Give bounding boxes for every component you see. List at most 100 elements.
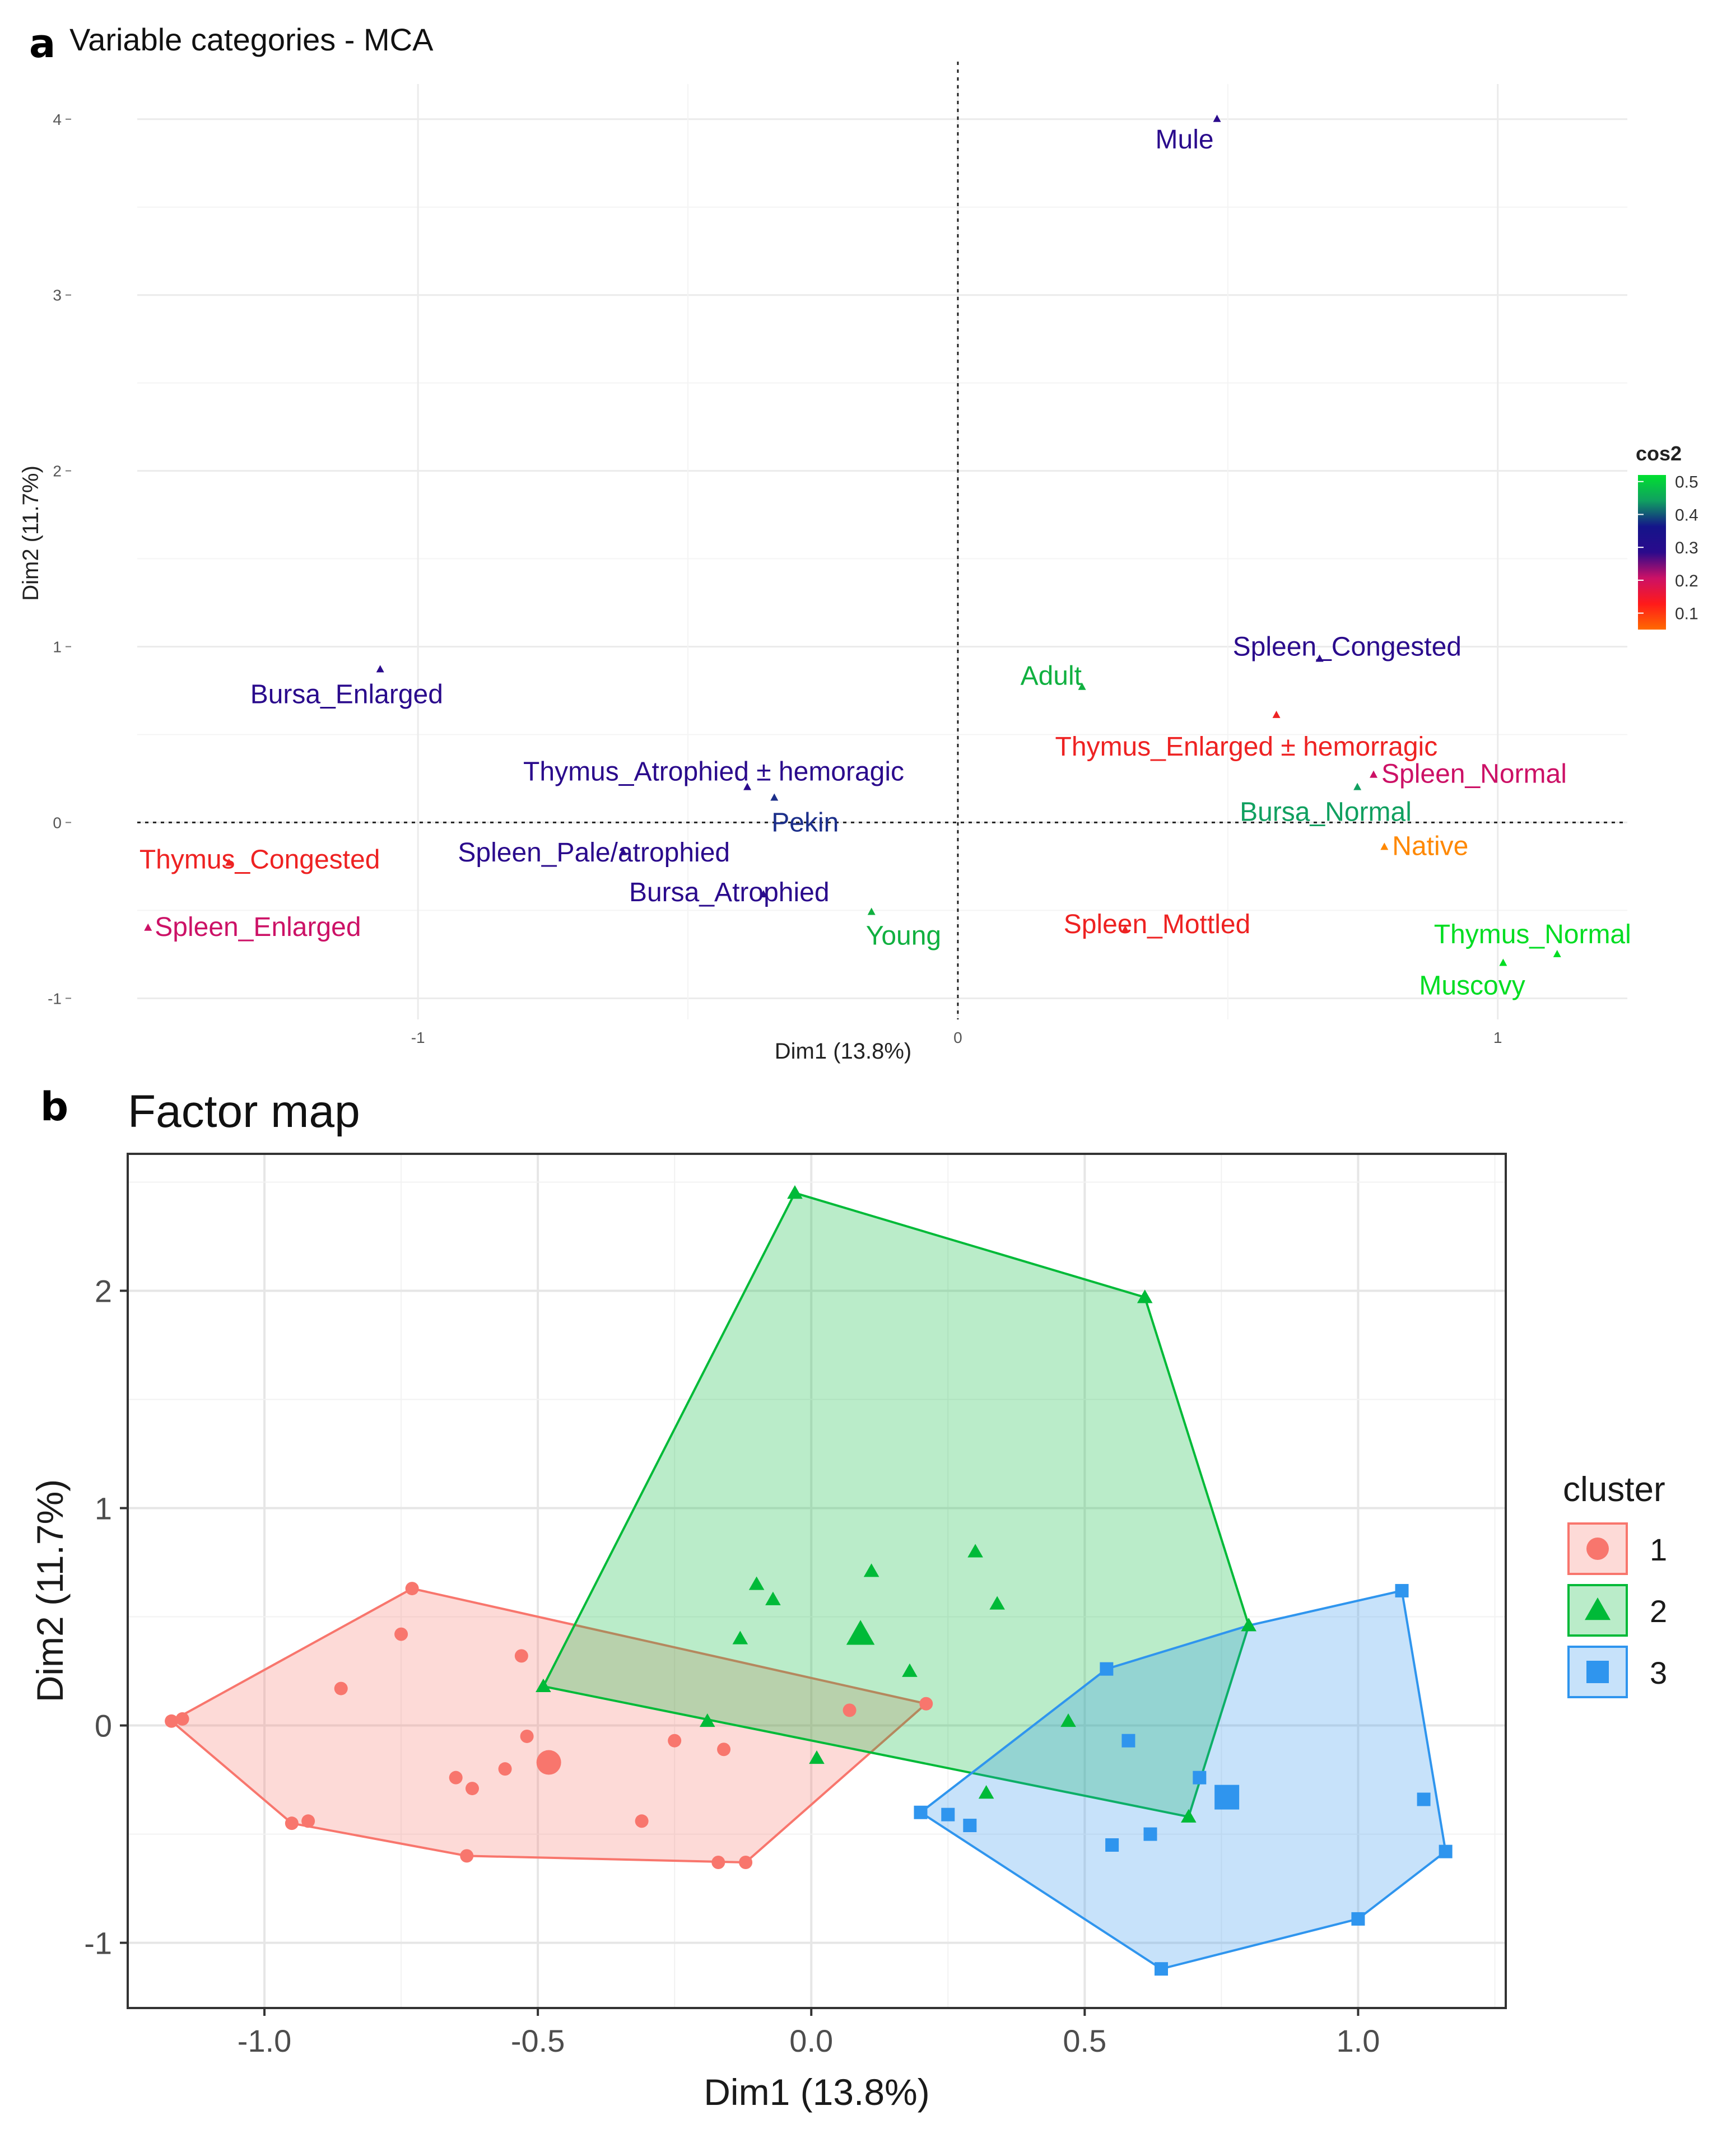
cluster-2-point <box>787 1185 803 1199</box>
cluster-1-point <box>668 1734 682 1748</box>
mca-point-bursa-enlarged <box>376 665 384 673</box>
cluster-2-point <box>1060 1713 1076 1727</box>
cluster-1-point <box>165 1714 179 1728</box>
panel-a-title: Variable categories - MCA <box>69 22 434 57</box>
cluster-2-point <box>967 1544 983 1558</box>
cluster-legend-item-1: 1 <box>1567 1522 1667 1575</box>
cluster-1-point <box>175 1712 189 1726</box>
panel-a-grid <box>137 84 1627 1019</box>
cos2-legend-title: cos2 <box>1636 442 1682 465</box>
cluster-2-point <box>732 1630 748 1644</box>
cluster-2-point <box>809 1750 825 1764</box>
cluster-3-point <box>1121 1734 1135 1748</box>
cluster-1-point <box>301 1814 315 1828</box>
mca-label-spleen-pale-atrophied: Spleen_Pale/atrophied <box>458 838 730 868</box>
cluster-2-point <box>1241 1618 1256 1632</box>
panel-b-title: Factor map <box>128 1086 360 1137</box>
cluster-3-hull <box>919 1589 1447 1970</box>
panel-a-y-tick-label: 2 <box>53 463 62 480</box>
mca-point-thymus-congested <box>225 858 233 866</box>
cos2-legend-ticks: 0.5 0.4 0.3 0.2 0.1 <box>1638 473 1698 623</box>
cluster-3-point <box>1395 1583 1409 1597</box>
panel-a-x-tick-label: -1 <box>411 1029 425 1046</box>
cluster-3-point <box>1351 1912 1365 1926</box>
mca-point-spleen-mottled <box>1121 925 1129 933</box>
cluster-1-point <box>466 1782 479 1796</box>
cluster-legend-symbol-2 <box>1585 1597 1611 1620</box>
panel-a-x-tick-label: 0 <box>953 1029 962 1046</box>
cluster-1-point <box>285 1816 299 1830</box>
panel-a-y-axis-title: Dim2 (11.7%) <box>18 465 43 601</box>
cluster-2-point <box>536 1678 551 1693</box>
cluster-legend-label-2: 2 <box>1650 1594 1667 1629</box>
cluster-1-point <box>394 1627 408 1641</box>
mca-point-thymus-atrophied-hemoragic <box>743 782 752 790</box>
cluster-2-point <box>978 1785 994 1799</box>
panel-b-x-tick-label: 0.0 <box>789 2023 833 2058</box>
panel-letter-a: a <box>29 21 55 67</box>
panel-b-y-tick-label: 0 <box>95 1708 112 1744</box>
panel-b-y-axis-title: Dim2 (11.7%) <box>29 1479 71 1703</box>
cluster-1-point <box>498 1762 512 1776</box>
panel-a-y-tick-label: 3 <box>53 287 62 304</box>
panel-a-y-tick-label: 0 <box>53 814 62 831</box>
panel-b-grid <box>127 1154 1506 2008</box>
mca-point-thymus-enlarged-hemorragic <box>1272 710 1281 718</box>
cluster-3-point <box>1417 1792 1431 1806</box>
cluster-3-point <box>1143 1827 1157 1841</box>
mca-label-pekin: Pekin <box>771 808 839 837</box>
mca-point-native <box>1380 842 1389 850</box>
cluster-3-point <box>1100 1662 1114 1676</box>
panel-letter-b: b <box>40 1084 68 1130</box>
cluster-2-point <box>902 1663 918 1677</box>
cos2-tick-label: 0.4 <box>1675 506 1698 524</box>
mca-point-spleen-pale-atrophied <box>619 847 627 855</box>
cluster-3-centroid <box>1214 1785 1240 1810</box>
mca-label-thymus-enlarged-hemorragic: Thymus_Enlarged ± hemorragic <box>1055 732 1438 762</box>
cluster-legend-label-3: 3 <box>1650 1655 1667 1690</box>
panel-b-cluster-points <box>165 1185 1453 1976</box>
panel-a-cos2-legend: cos2 0.5 0.4 0.3 0.2 0.1 <box>1636 442 1698 630</box>
cos2-tick-label: 0.5 <box>1675 473 1698 492</box>
cluster-1-point <box>460 1849 474 1863</box>
cluster-legend-item-2: 2 <box>1567 1584 1667 1637</box>
panel-a-reference-lines <box>137 62 1627 1019</box>
panel-b-cluster-legend: cluster 1 2 3 <box>1563 1470 1667 1698</box>
mca-point-spleen-normal <box>1370 770 1378 778</box>
panel-a-x-tick-label: 1 <box>1493 1029 1502 1046</box>
panel-a-y-tick-label: 4 <box>53 111 62 128</box>
cluster-2-point <box>863 1563 879 1577</box>
panel-b-plot-border <box>127 1153 1507 2009</box>
cluster-1-point <box>334 1681 348 1695</box>
panel-b-x-tick-label: 1.0 <box>1336 2023 1380 2058</box>
cluster-1-centroid <box>536 1750 561 1775</box>
cluster-1-point <box>520 1729 534 1743</box>
cluster-1-point <box>843 1703 857 1717</box>
mca-label-spleen-enlarged: Spleen_Enlarged <box>155 912 361 942</box>
cluster-legend-symbol-1 <box>1586 1538 1609 1560</box>
mca-point-muscovy <box>1499 958 1507 966</box>
cluster-2-hull <box>541 1191 1250 1818</box>
cluster-3-point <box>1193 1771 1207 1785</box>
mca-label-thymus-atrophied-hemoragic: Thymus_Atrophied ± hemoragic <box>523 757 904 787</box>
mca-point-pekin <box>770 793 779 801</box>
panel-b-x-axis-title: Dim1 (13.8%) <box>704 2071 929 2113</box>
mca-point-bursa-normal <box>1353 782 1362 790</box>
cluster-1-point <box>919 1697 933 1711</box>
mca-point-young <box>867 907 876 915</box>
mca-label-bursa-enlarged: Bursa_Enlarged <box>250 679 443 709</box>
mca-label-thymus-congested: Thymus_Congested <box>139 845 380 875</box>
mca-label-spleen-normal: Spleen_Normal <box>1381 760 1567 789</box>
panel-b-axis-ticks: -1.0 -0.5 0.0 0.5 1.0 -1 0 1 2 <box>84 1273 1380 2058</box>
panel-a-x-axis-title: Dim1 (13.8%) <box>775 1039 912 1064</box>
panel-b-y-tick-label: -1 <box>84 1926 112 1961</box>
cos2-tick-label: 0.3 <box>1675 539 1698 557</box>
mca-label-bursa-atrophied: Bursa_Atrophied <box>629 878 830 907</box>
mca-label-spleen-congested: Spleen_Congested <box>1233 632 1462 661</box>
panel-a-axis-ticks: -1 0 1 2 3 4 -1 0 1 <box>48 111 1502 1046</box>
cluster-2-point <box>1137 1289 1153 1303</box>
cluster-1-point <box>405 1582 419 1596</box>
panel-b-x-tick-label: -0.5 <box>511 2023 565 2058</box>
mca-label-thymus-normal: Thymus_Normal <box>1434 920 1631 949</box>
